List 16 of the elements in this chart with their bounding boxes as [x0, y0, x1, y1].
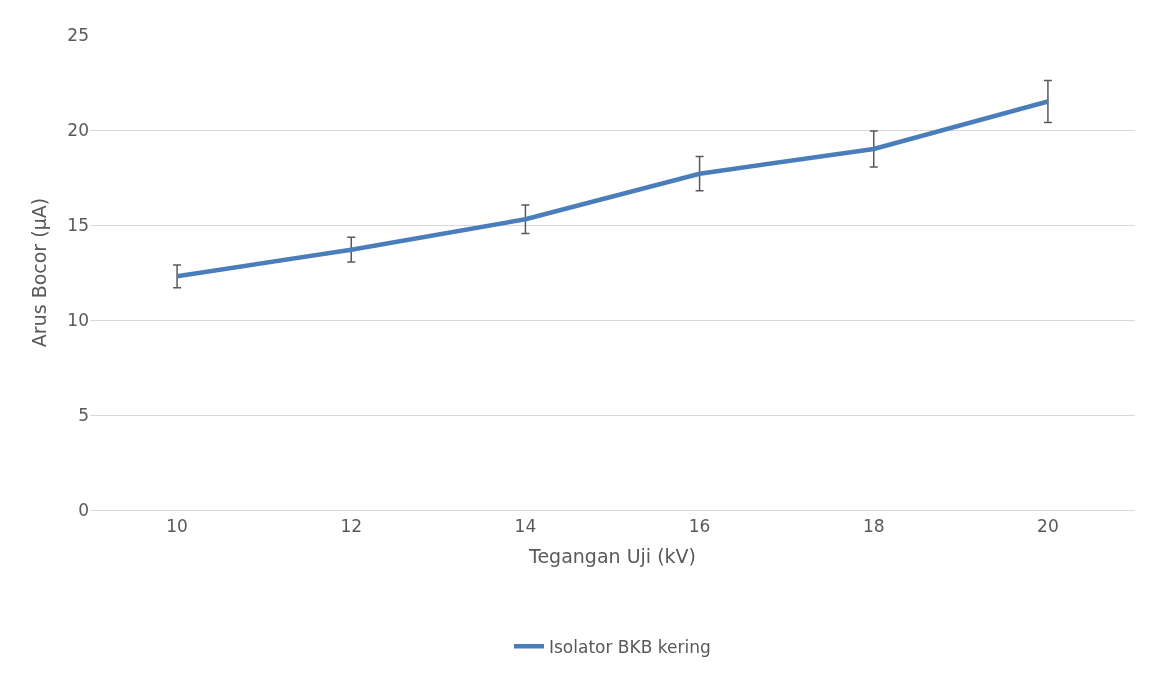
y-tick-label: 15 — [67, 214, 89, 235]
y-axis-title: Arus Bocor (µA) — [28, 197, 51, 348]
x-tick-label: 20 — [1037, 515, 1059, 536]
x-tick-label: 10 — [166, 515, 188, 536]
line-series — [174, 99, 1051, 279]
y-tick-label: 20 — [67, 119, 89, 140]
y-tick-label: 25 — [67, 24, 89, 45]
x-tick-label: 18 — [862, 515, 885, 536]
x-tick-label: 14 — [514, 515, 537, 536]
x-axis-title: Tegangan Uji (kV) — [528, 545, 696, 568]
y-tick-label: 0 — [78, 499, 89, 520]
legend-label: Isolator BKB kering — [549, 636, 711, 657]
x-tick-label: 16 — [688, 515, 711, 536]
y-tick-label: 10 — [67, 309, 89, 330]
y-tick-label: 5 — [78, 404, 89, 425]
x-tick-label: 12 — [340, 515, 363, 536]
